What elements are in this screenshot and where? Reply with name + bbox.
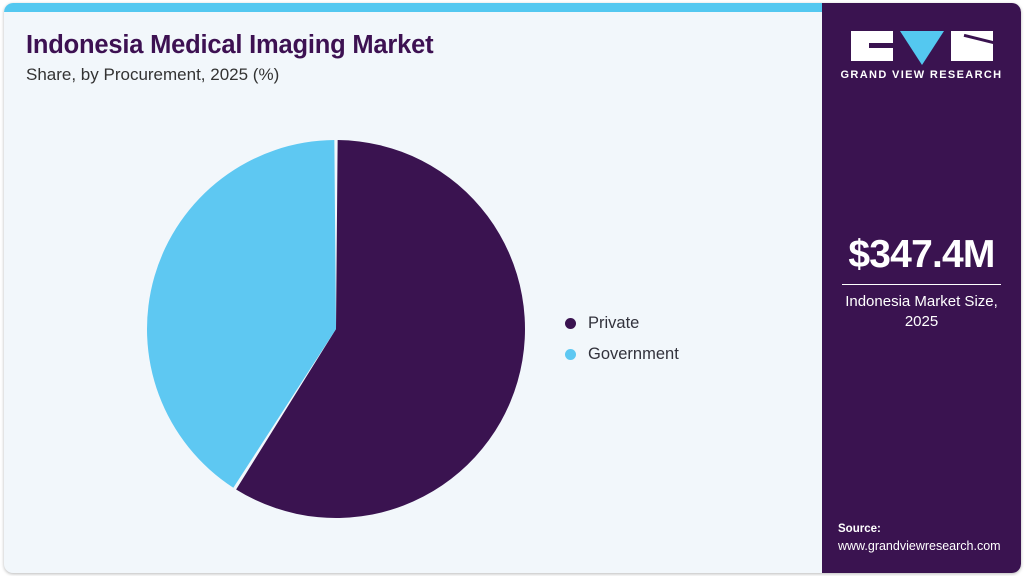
stat-divider (842, 283, 1001, 285)
side-panel: GRAND VIEW RESEARCH $347.4M Indonesia Ma… (822, 3, 1021, 573)
legend-item-government[interactable]: Government (565, 339, 795, 370)
infographic-card: Indonesia Medical Imaging Market Share, … (4, 3, 1021, 573)
gvr-r-block-icon (950, 31, 993, 61)
market-size-caption: Indonesia Market Size, 2025 (845, 292, 998, 331)
gvr-v-triangle-icon (899, 31, 944, 65)
brand-logo-marks (822, 31, 1021, 65)
brand-logo[interactable]: GRAND VIEW RESEARCH (822, 31, 1021, 81)
page-subtitle: Share, by Procurement, 2025 (%) (26, 65, 280, 85)
market-size-stat: $347.4M Indonesia Market Size, 2025 (830, 233, 1013, 332)
page-title: Indonesia Medical Imaging Market (26, 31, 434, 59)
legend-swatch-private (565, 318, 576, 329)
market-size-value: $347.4M (848, 233, 995, 276)
gvr-g-block-icon (850, 31, 893, 61)
legend-label-government: Government (588, 345, 679, 364)
source-block: Source: www.grandviewresearch.com (838, 521, 1016, 555)
chart-header: Indonesia Medical Imaging Market Share, … (26, 31, 786, 86)
source-url[interactable]: www.grandviewresearch.com (838, 538, 1001, 553)
legend-label-private: Private (588, 314, 640, 333)
chart-legend: Private Government (565, 308, 795, 370)
chart-main-area: Indonesia Medical Imaging Market Share, … (4, 12, 822, 573)
legend-item-private[interactable]: Private (565, 308, 795, 339)
pie-chart (146, 139, 526, 519)
source-label: Source: (838, 522, 881, 535)
legend-swatch-government (565, 349, 576, 360)
pie-slice-government[interactable] (147, 140, 336, 488)
brand-wordmark: GRAND VIEW RESEARCH (840, 69, 1003, 81)
top-accent-bar (4, 3, 822, 12)
pie-slice-private[interactable] (236, 140, 526, 519)
pie-chart-svg (147, 140, 526, 519)
